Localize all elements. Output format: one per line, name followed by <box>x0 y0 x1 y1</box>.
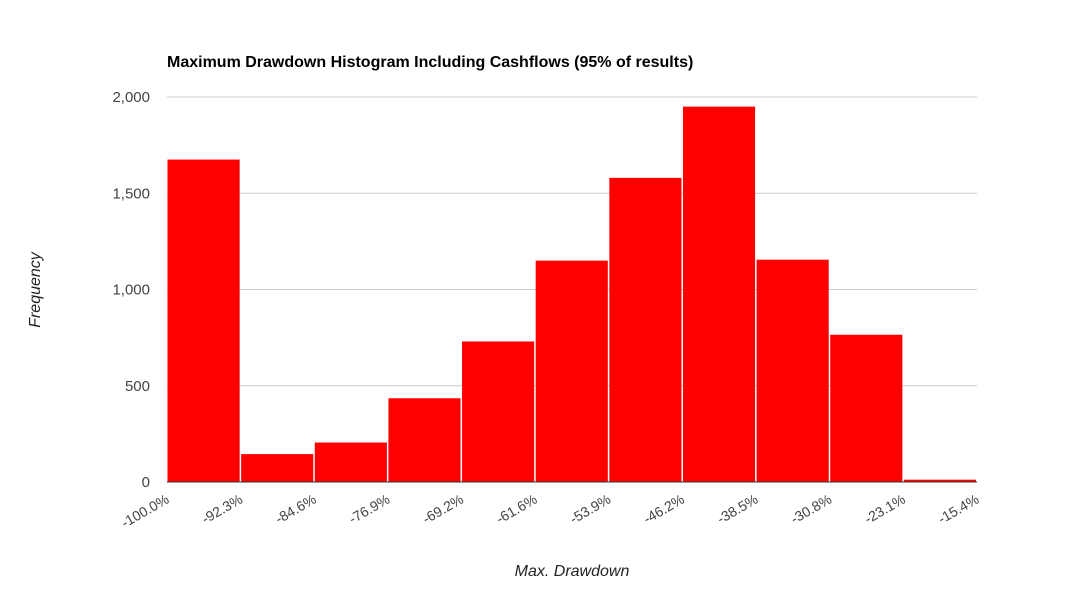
histogram-bar <box>903 479 976 482</box>
y-axis-ticks: 0 500 1,000 1,500 2,000 <box>112 89 150 491</box>
histogram-bar <box>609 177 682 482</box>
histogram-bar <box>535 260 608 482</box>
x-tick-label: -69.2% <box>420 491 466 527</box>
y-tick-label: 2,000 <box>112 89 150 106</box>
y-axis-label: Frequency <box>27 251 44 328</box>
histogram-bar <box>682 106 756 482</box>
x-tick-label: -100.0% <box>118 491 171 531</box>
y-tick-label: 500 <box>125 378 150 395</box>
chart-title: Maximum Drawdown Histogram Including Cas… <box>167 54 693 71</box>
y-tick-label: 1,000 <box>112 282 150 299</box>
x-tick-label: -30.8% <box>788 491 834 527</box>
histogram-bar <box>314 442 387 482</box>
x-tick-label: -38.5% <box>714 491 760 527</box>
x-tick-label: -53.9% <box>567 491 613 527</box>
histogram-bar <box>830 334 903 482</box>
y-tick-label: 0 <box>142 474 150 491</box>
x-tick-label: -92.3% <box>199 491 245 527</box>
x-axis-label: Max. Drawdown <box>515 563 630 580</box>
histogram-bar <box>167 159 240 482</box>
histogram-bar <box>388 398 461 482</box>
y-tick-label: 1,500 <box>112 185 150 202</box>
histogram-bar <box>462 341 535 482</box>
x-tick-label: -46.2% <box>641 491 687 527</box>
x-tick-label: -15.4% <box>935 491 981 527</box>
histogram-bar <box>756 259 829 482</box>
x-tick-label: -76.9% <box>346 491 392 527</box>
histogram-bar <box>241 454 314 482</box>
x-tick-label: -61.6% <box>493 491 539 527</box>
x-tick-label: -84.6% <box>272 491 318 527</box>
x-axis-ticks: -100.0% -92.3% -84.6% -76.9% -69.2% -61.6% -53… <box>118 491 981 531</box>
bars <box>167 106 976 482</box>
x-tick-label: -23.1% <box>861 491 907 527</box>
